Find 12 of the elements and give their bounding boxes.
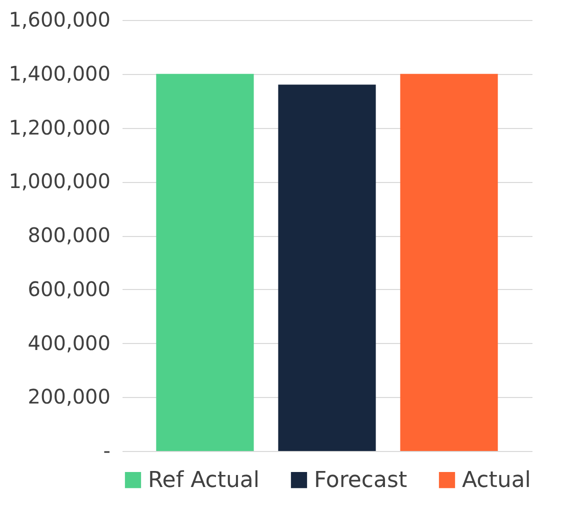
legend-label: Actual xyxy=(462,468,531,493)
y-tick-label: 400,000 xyxy=(28,330,110,355)
y-tick-label: 600,000 xyxy=(28,276,110,301)
y-tick-label: 1,400,000 xyxy=(8,61,110,86)
y-tick-label: 1,200,000 xyxy=(8,115,110,140)
y-tick-label: 1,000,000 xyxy=(8,169,110,194)
y-tick-label: - xyxy=(103,438,110,462)
y-tick-label: 1,600,000 xyxy=(8,8,110,32)
y-tick-label: 800,000 xyxy=(28,223,110,247)
legend-label: Ref Actual xyxy=(148,468,260,493)
legend-label: Forecast xyxy=(314,468,408,493)
y-tick-label: 200,000 xyxy=(28,384,110,409)
